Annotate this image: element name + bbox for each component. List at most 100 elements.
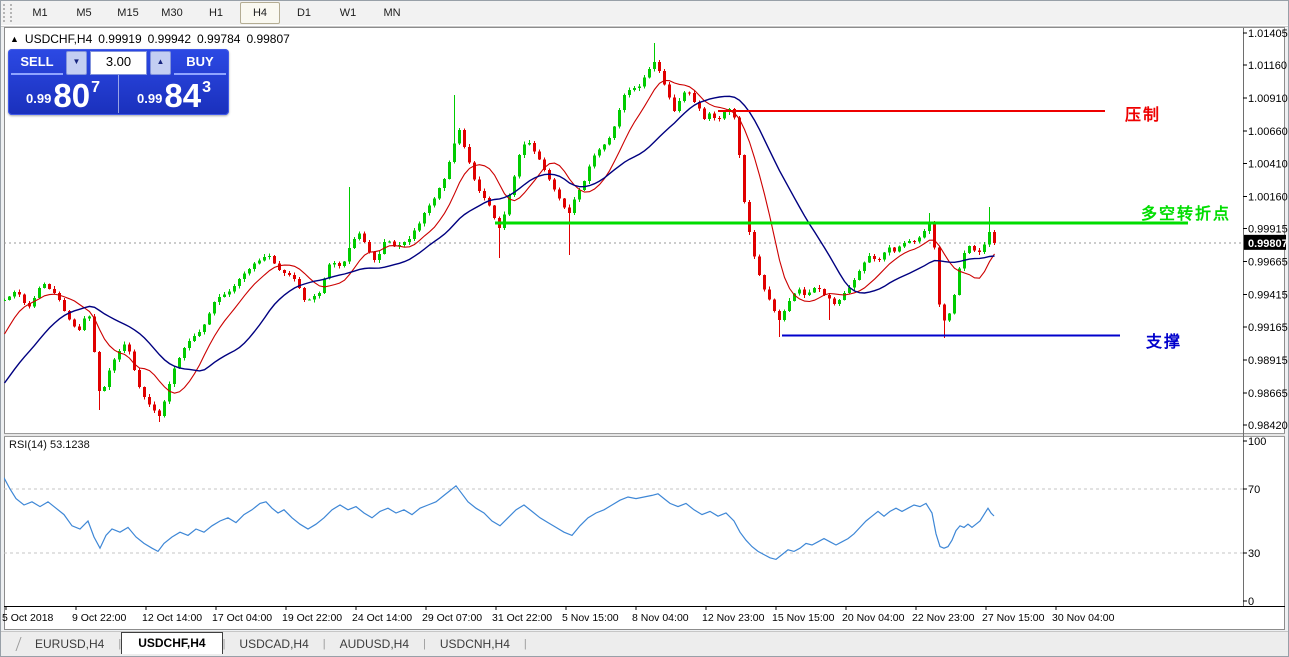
candle-up bbox=[233, 284, 236, 294]
candle-up bbox=[113, 357, 116, 373]
price-axis-label: 0.98915 bbox=[1248, 355, 1288, 367]
candle-down bbox=[473, 161, 476, 181]
candle-up bbox=[813, 287, 816, 294]
buy-price-display[interactable]: 0.99 84 3 bbox=[119, 75, 229, 113]
candle-down bbox=[18, 289, 21, 298]
candle-down bbox=[363, 231, 366, 244]
candle-up bbox=[83, 315, 86, 332]
price-axis-label: 0.99415 bbox=[1248, 289, 1288, 301]
candle-down bbox=[143, 386, 146, 400]
sell-price-display[interactable]: 0.99 80 7 bbox=[8, 75, 119, 113]
symbol-tab-eurusd[interactable]: EURUSD,H4 bbox=[35, 637, 105, 651]
candle-up bbox=[268, 253, 271, 260]
candle-up bbox=[203, 323, 206, 335]
candle-down bbox=[128, 342, 131, 355]
candle-down bbox=[668, 81, 671, 100]
candle-down bbox=[478, 176, 481, 194]
price-axis-label: 0.99665 bbox=[1248, 256, 1288, 268]
candle-up bbox=[213, 301, 216, 316]
candle-down bbox=[273, 255, 276, 265]
symbol-tab-usdcad[interactable]: USDCAD,H4 bbox=[239, 637, 309, 651]
candle-up bbox=[518, 153, 521, 179]
candle-down bbox=[553, 177, 556, 192]
price-axis-label: 1.01405 bbox=[1248, 28, 1288, 40]
timeframe-button-d1[interactable]: D1 bbox=[296, 7, 312, 19]
candle-down bbox=[283, 269, 286, 276]
candle-up bbox=[218, 294, 221, 306]
rsi-axis-label: 30 bbox=[1248, 548, 1260, 560]
candle-up bbox=[983, 241, 986, 254]
candle-down bbox=[743, 154, 746, 204]
time-axis-label: 5 Nov 15:00 bbox=[562, 612, 619, 624]
candle-down bbox=[558, 187, 561, 201]
candle-up bbox=[503, 211, 506, 230]
candle-down bbox=[833, 296, 836, 306]
time-axis-label: 22 Nov 23:00 bbox=[912, 612, 975, 624]
time-axis-label: 29 Oct 07:00 bbox=[422, 612, 482, 624]
price-pane[interactable] bbox=[3, 42, 1243, 422]
volume-input[interactable]: 3.00 bbox=[90, 51, 147, 75]
candle-up bbox=[988, 206, 991, 248]
candle-up bbox=[263, 253, 266, 262]
chart-canvas[interactable] bbox=[4, 27, 1285, 630]
timeframe-button-w1[interactable]: W1 bbox=[339, 7, 357, 19]
candle-up bbox=[408, 235, 411, 246]
candle-down bbox=[48, 283, 51, 290]
symbol-tab-usdcnh[interactable]: USDCNH,H4 bbox=[439, 637, 510, 651]
level-label-support: 支撑 bbox=[1146, 334, 1183, 351]
candle-up bbox=[313, 294, 316, 303]
candle-up bbox=[628, 87, 631, 98]
tab-separator: | bbox=[423, 638, 426, 650]
collapse-panel-icon[interactable]: ▲ bbox=[10, 34, 19, 44]
timeframe-button-m5[interactable]: M5 bbox=[76, 7, 92, 19]
candle-up bbox=[808, 289, 811, 297]
timeframe-button-m1[interactable]: M1 bbox=[32, 7, 48, 19]
candle-down bbox=[873, 253, 876, 262]
candle-down bbox=[913, 240, 916, 244]
volume-decrease-button[interactable]: ▼ bbox=[66, 51, 87, 75]
ohlc-close: 0.99807 bbox=[246, 32, 290, 46]
candle-down bbox=[828, 293, 831, 320]
time-axis[interactable]: 5 Oct 2018 9 Oct 22:00 12 Oct 14:00 17 Oct … bbox=[2, 606, 1115, 624]
candle-down bbox=[718, 115, 721, 122]
candle-up bbox=[918, 235, 921, 244]
price-axis-label: 0.98420 bbox=[1248, 420, 1288, 432]
level-label-bull-bear-pivot: 多空转折点 bbox=[1141, 206, 1232, 223]
candle-down bbox=[773, 298, 776, 313]
candle-down bbox=[373, 250, 376, 263]
timeframe-button-m30[interactable]: M30 bbox=[161, 7, 183, 19]
buy-price-pip: 3 bbox=[202, 79, 211, 96]
buy-button[interactable]: BUY bbox=[174, 51, 226, 75]
candle-down bbox=[758, 254, 761, 276]
candle-up bbox=[583, 180, 586, 192]
timeframe-button-m15[interactable]: M15 bbox=[117, 7, 139, 19]
candle-down bbox=[803, 286, 806, 299]
candle-up bbox=[328, 263, 331, 280]
candle-up bbox=[258, 258, 261, 265]
price-axis-label: 1.01160 bbox=[1248, 60, 1287, 72]
pane-splitter[interactable] bbox=[4, 433, 1285, 437]
candle-up bbox=[343, 261, 346, 268]
candle-up bbox=[433, 197, 436, 208]
timeframe-button-h4[interactable]: H4 bbox=[240, 2, 280, 24]
candle-down bbox=[993, 229, 996, 245]
tab-bar-grip bbox=[1, 637, 22, 651]
timeframe-button-mn[interactable]: MN bbox=[383, 7, 401, 19]
ohlc-open: 0.99919 bbox=[98, 32, 142, 46]
time-axis-label: 19 Oct 22:00 bbox=[282, 612, 342, 624]
sell-button[interactable]: SELL bbox=[11, 51, 63, 75]
price-axis[interactable]: 1.01405 1.01160 1.00910 1.00660 1.00410 1.001… bbox=[1243, 28, 1288, 608]
toolbar-grip[interactable] bbox=[3, 4, 12, 22]
candle-up bbox=[573, 196, 576, 216]
timeframe-button-h1[interactable]: H1 bbox=[208, 7, 224, 19]
volume-increase-button[interactable]: ▲ bbox=[150, 51, 171, 75]
symbol-tab-audusd[interactable]: AUDUSD,H4 bbox=[339, 637, 409, 651]
price-axis-label: 1.00160 bbox=[1248, 191, 1288, 203]
symbol-tab-usdchf[interactable]: USDCHF,H4 bbox=[121, 632, 223, 654]
candle-down bbox=[468, 143, 471, 164]
tab-separator: | bbox=[322, 638, 326, 650]
rsi-pane[interactable] bbox=[4, 477, 1243, 561]
candle-up bbox=[788, 297, 791, 313]
time-axis-label: 24 Oct 14:00 bbox=[352, 612, 412, 624]
